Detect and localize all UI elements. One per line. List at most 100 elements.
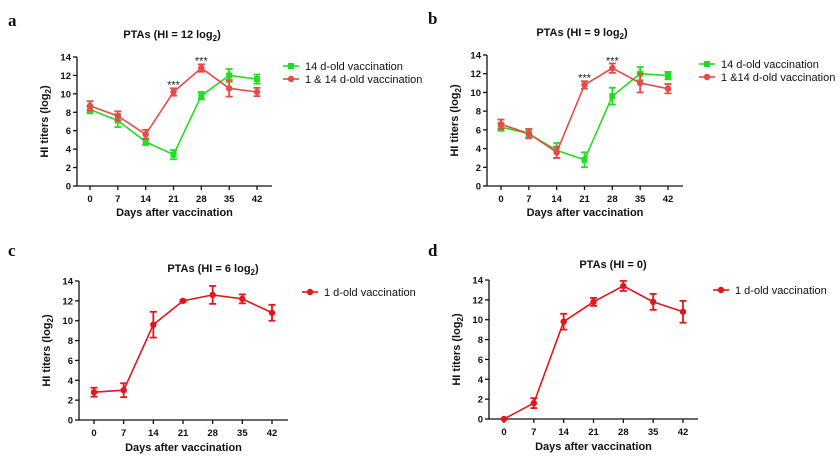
data-point: [525, 130, 533, 137]
x-tick-label: 21: [588, 427, 599, 438]
y-tick-label: 10: [470, 88, 481, 99]
x-tick-label: 0: [501, 427, 506, 438]
significance-annotation: ***: [195, 56, 209, 68]
x-tick-label: 0: [91, 428, 96, 439]
x-tick-label: 35: [635, 194, 646, 205]
x-tick-label: 7: [121, 428, 126, 439]
x-tick-label: 28: [207, 428, 218, 439]
series-1: [90, 285, 276, 399]
y-tick-label: 0: [66, 182, 71, 193]
chart-title: PTAs (HI = 9 log2): [536, 27, 628, 41]
data-point: [114, 112, 122, 120]
legend-label: 14 d-old vaccination: [305, 61, 403, 73]
y-axis-label-subscript: 2: [454, 87, 463, 92]
y-axis-label-suffix: ): [41, 314, 53, 318]
y-axis-label: HI titers (log2): [39, 85, 53, 158]
y-tick-label: 6: [476, 125, 481, 136]
x-tick-label: 21: [168, 194, 179, 205]
y-tick-label: 8: [66, 108, 71, 119]
y-tick-label: 6: [68, 356, 73, 367]
y-tick-label: 8: [476, 107, 481, 118]
panel-d: PTAs (HI = 0) 0 2 4 6 8 10 12 14 0 7 14 21 28 35 42 Days…: [451, 259, 827, 453]
data-point: [664, 85, 672, 92]
chart-title: PTAs (HI = 6 log2): [167, 263, 259, 277]
y-tick-label: 4: [68, 376, 74, 387]
x-tick-label: 14: [140, 194, 151, 205]
data-point: [581, 156, 588, 163]
y-axis-label-suffix: ): [39, 85, 51, 89]
chart-title-suffix: ): [255, 263, 259, 275]
y-tick-label: 0: [478, 415, 483, 426]
y-axis-label-suffix: ): [451, 313, 463, 317]
y-tick-label: 2: [66, 163, 71, 174]
legend-label: 1 d-old vaccination: [735, 285, 827, 297]
legend-marker: [704, 61, 710, 67]
data-point: [198, 92, 205, 99]
y-axis-label-suffix: ): [449, 84, 461, 88]
data-point: [209, 291, 216, 299]
x-axis-label: Days after vaccination: [535, 441, 652, 453]
data-point: [609, 93, 616, 100]
legend-label: 1 d-old vaccination: [324, 287, 416, 299]
chart-title: PTAs (HI = 0): [579, 259, 647, 271]
x-tick-label: 21: [579, 194, 590, 205]
chart-title-subscript: 2: [251, 268, 256, 277]
x-tick-label: 42: [663, 194, 674, 205]
series-1: [500, 280, 687, 423]
x-tick-label: 35: [648, 427, 659, 438]
chart-title-main: PTAs (HI = 9 log: [536, 27, 619, 39]
x-tick-label: 7: [115, 194, 120, 205]
y-tick-label: 12: [62, 296, 73, 307]
y-tick-label: 0: [476, 182, 481, 193]
x-tick-label: 7: [526, 194, 531, 205]
series-line: [93, 294, 273, 393]
y-tick-label: 10: [472, 315, 483, 326]
y-tick-label: 12: [472, 295, 483, 306]
y-tick-label: 2: [478, 395, 483, 406]
data-point: [170, 88, 177, 96]
chart-title-main: PTAs (HI = 6 log: [167, 263, 250, 275]
x-tick-label: 7: [531, 427, 536, 438]
significance-annotation: ***: [578, 72, 592, 84]
y-tick-label: 14: [60, 53, 71, 64]
y-tick-label: 14: [470, 51, 481, 62]
y-tick-label: 10: [60, 89, 71, 100]
y-tick-label: 4: [476, 144, 482, 155]
x-tick-label: 14: [148, 428, 159, 439]
data-point: [581, 81, 588, 89]
chart-title-suffix: ): [217, 29, 221, 41]
legend-marker: [288, 63, 294, 69]
data-point: [609, 64, 616, 72]
data-point: [500, 415, 508, 423]
panel-letter-b: b: [428, 9, 437, 28]
y-axis-label-subscript: 2: [456, 316, 465, 321]
y-axis-label-main: HI titers (log: [41, 322, 53, 386]
x-tick-label: 14: [558, 427, 569, 438]
data-point: [150, 321, 157, 328]
x-tick-label: 0: [498, 194, 503, 205]
x-tick-label: 28: [607, 194, 618, 205]
y-tick-label: 0: [68, 416, 73, 427]
x-axis-label: Days after vaccination: [125, 442, 242, 454]
data-point: [142, 138, 149, 145]
y-axis-label-main: HI titers (log: [39, 93, 51, 157]
legend-marker: [703, 73, 711, 81]
legend-label: 14 d-old vaccination: [721, 59, 819, 71]
data-point: [253, 88, 261, 96]
legend-marker: [306, 288, 314, 296]
legend-marker: [717, 286, 725, 294]
y-tick-label: 2: [476, 163, 481, 174]
x-axis-label: Days after vaccination: [527, 207, 644, 219]
data-point: [198, 64, 205, 72]
chart-title: PTAs (HI = 12 log2): [123, 29, 221, 43]
data-point: [120, 387, 127, 394]
y-tick-label: 14: [62, 277, 73, 288]
data-point: [239, 295, 246, 303]
data-point: [170, 151, 177, 158]
chart-title-subscript: 2: [213, 34, 218, 43]
chart-title-main: PTAs (HI = 12 log: [123, 29, 212, 41]
chart-title-subscript: 2: [620, 32, 625, 41]
y-tick-label: 12: [470, 69, 481, 80]
